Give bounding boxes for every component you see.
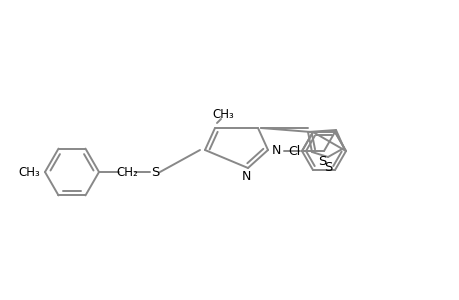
Text: N: N — [241, 170, 250, 184]
Text: CH₃: CH₃ — [18, 166, 40, 178]
Text: S: S — [317, 154, 325, 168]
Text: CH₂: CH₂ — [116, 166, 138, 178]
Text: CH₃: CH₃ — [212, 107, 233, 121]
Text: S: S — [151, 166, 159, 178]
Text: Cl: Cl — [287, 145, 299, 158]
Text: N: N — [271, 143, 280, 157]
Text: S: S — [323, 160, 331, 173]
